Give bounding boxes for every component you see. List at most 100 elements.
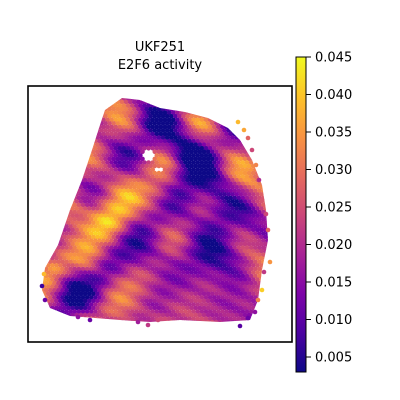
tissue-spot	[240, 153, 246, 158]
tissue-spot	[121, 138, 127, 144]
tissue-spot	[228, 160, 233, 165]
tissue-spot	[105, 259, 110, 265]
tissue-spot	[158, 209, 164, 215]
tissue-spot	[269, 245, 274, 250]
tissue-spot	[136, 263, 141, 268]
tissue-spot	[42, 309, 45, 314]
tissue-spot	[93, 153, 98, 158]
tissue-spot	[230, 227, 235, 233]
tissue-spot	[60, 124, 65, 130]
tissue-spot	[242, 255, 248, 261]
tissue-spot	[109, 280, 114, 286]
tissue-spot	[218, 93, 223, 98]
tissue-spot	[242, 149, 248, 155]
tissue-spot	[234, 177, 240, 183]
tissue-spot	[144, 220, 149, 226]
tissue-spot	[218, 206, 223, 211]
tissue-spot	[177, 93, 182, 98]
tissue-spot	[93, 110, 98, 116]
tissue-spot	[214, 298, 219, 304]
tissue-spot	[80, 160, 86, 165]
tissue-spot	[181, 106, 186, 112]
tissue-spot	[177, 291, 182, 297]
tissue-spot	[205, 106, 211, 112]
tissue-spot	[43, 167, 49, 172]
tissue-spot	[191, 302, 196, 307]
tissue-spot	[199, 124, 205, 130]
tissue-spot	[54, 248, 59, 254]
tissue-spot	[142, 98, 147, 101]
tissue-spot	[207, 146, 213, 151]
tissue-spot	[199, 110, 205, 116]
tissue-spot	[134, 273, 139, 279]
tissue-spot	[156, 135, 162, 140]
tissue-spot	[105, 280, 110, 286]
tissue-spot	[158, 280, 164, 286]
tissue-spot	[74, 305, 80, 311]
tissue-spot	[240, 252, 246, 258]
tissue-spot	[269, 103, 274, 108]
tissue-spot	[60, 295, 65, 300]
tissue-spot	[222, 255, 227, 261]
tissue-spot	[166, 146, 172, 151]
tissue-spot	[261, 217, 266, 222]
tissue-spot	[162, 231, 168, 236]
tissue-spot	[146, 266, 151, 272]
tissue-spot	[246, 177, 252, 183]
tissue-spot	[201, 135, 207, 140]
tissue-spot	[201, 319, 207, 322]
tissue-spot	[123, 192, 129, 197]
tissue-spot	[129, 174, 135, 179]
tissue-spot	[111, 291, 117, 297]
tissue-spot	[232, 273, 237, 279]
tissue-spot	[42, 312, 47, 318]
tissue-spot	[205, 128, 211, 133]
tissue-spot	[127, 199, 133, 204]
tissue-spot	[144, 121, 149, 126]
tissue-spot	[123, 227, 129, 233]
tissue-spot	[230, 277, 235, 282]
tissue-spot	[150, 110, 155, 116]
tissue-spot	[127, 135, 133, 140]
tissue-spot	[156, 227, 162, 233]
tissue-spot	[56, 131, 61, 137]
tissue-spot	[91, 156, 96, 162]
tissue-spot	[132, 284, 137, 290]
tissue-spot	[175, 131, 180, 137]
tissue-spot	[259, 227, 264, 233]
tissue-spot	[113, 110, 119, 116]
tissue-spot	[166, 124, 172, 130]
tissue-spot	[60, 110, 65, 116]
tissue-spot	[244, 209, 250, 215]
tissue-spot	[214, 206, 219, 211]
tissue-spot	[265, 195, 268, 201]
tissue-spot	[64, 202, 69, 208]
tissue-spot	[234, 241, 240, 247]
tissue-spot	[84, 202, 90, 208]
tissue-spot	[88, 98, 94, 101]
tissue-spot	[189, 128, 194, 133]
tissue-spot	[142, 288, 147, 293]
tissue-spot	[107, 220, 112, 226]
tissue-spot	[203, 103, 209, 108]
tissue-spot	[164, 185, 170, 190]
tissue-spot	[244, 202, 250, 208]
tissue-spot	[246, 99, 252, 105]
tissue-spot	[58, 298, 63, 304]
tissue-spot	[269, 153, 274, 158]
tissue-spot	[129, 117, 135, 123]
tissue-spot	[254, 206, 260, 211]
tissue-spot	[76, 167, 82, 172]
tissue-spot	[242, 121, 248, 126]
tissue-spot	[115, 241, 121, 247]
tissue-spot	[203, 252, 209, 258]
tissue-spot	[93, 98, 98, 101]
tissue-spot	[164, 291, 170, 297]
tissue-spot	[220, 238, 225, 243]
tissue-spot	[234, 142, 240, 147]
tissue-spot	[117, 153, 123, 158]
tissue-spot	[146, 174, 151, 179]
tissue-spot	[211, 288, 217, 293]
tissue-spot	[170, 138, 176, 144]
tissue-spot	[254, 291, 260, 297]
